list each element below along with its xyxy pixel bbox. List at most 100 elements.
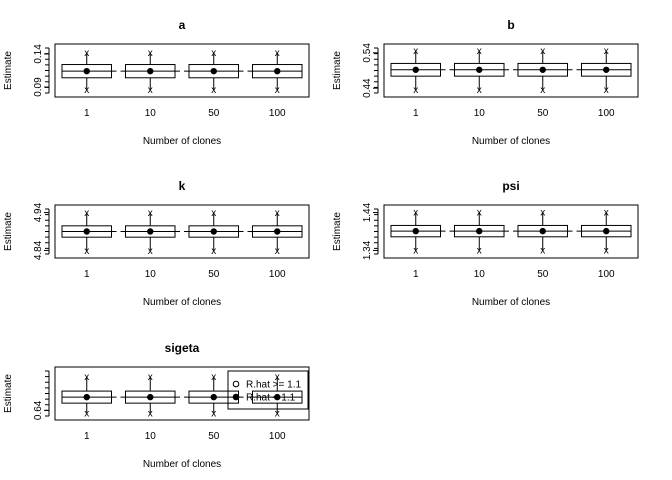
lower-whisker-marker: x — [148, 85, 153, 96]
x-tick-label: 50 — [208, 108, 220, 119]
y-axis-label: Estimate — [332, 212, 343, 251]
upper-whisker-marker: x — [275, 48, 280, 59]
mean-point — [147, 67, 154, 75]
y-tick-label: 0.44 — [362, 78, 373, 98]
box-10: xx — [453, 208, 505, 257]
y-axis-label: Estimate — [3, 51, 14, 90]
box-1: xx — [61, 48, 113, 96]
x-axis-label: Number of clones — [472, 136, 550, 147]
x-tick-label: 100 — [598, 269, 615, 280]
lower-whisker-marker: x — [211, 85, 216, 96]
x-tick-label: 100 — [269, 108, 286, 119]
lower-whisker-marker: x — [477, 246, 482, 257]
box-100: xx — [251, 48, 303, 96]
lower-whisker-marker: x — [413, 246, 418, 257]
x-tick-label: 100 — [269, 269, 286, 280]
x-tick-label: 10 — [474, 269, 486, 280]
y-tick-label: 1.44 — [362, 202, 373, 222]
y-axis-label: Estimate — [332, 51, 343, 90]
x-tick-label: 1 — [84, 269, 90, 280]
box-100: xx — [251, 208, 303, 257]
lower-whisker-marker: x — [413, 85, 418, 96]
mean-point — [412, 66, 419, 73]
x-tick-label: 1 — [84, 108, 90, 119]
upper-whisker-marker: x — [275, 208, 280, 219]
upper-whisker-marker: x — [477, 46, 482, 57]
x-tick-label: 1 — [413, 108, 419, 119]
box-50: xx — [188, 208, 240, 257]
lower-whisker-marker: x — [211, 246, 216, 257]
plot-frame — [383, 43, 639, 98]
upper-whisker-marker: x — [84, 48, 89, 59]
mean-point — [210, 393, 217, 401]
lower-whisker-marker: x — [84, 85, 89, 96]
box-1: xx — [390, 208, 442, 257]
x-tick-label: 50 — [208, 269, 220, 280]
mean-point — [476, 66, 483, 73]
x-axis-label: Number of clones — [143, 459, 221, 470]
legend: R.hat >= 1.1 R.hat < 1.1 — [227, 370, 309, 410]
upper-whisker-marker: x — [84, 208, 89, 219]
panel-a: a Estimate Number of clones 0.09 0.14 1 10 50 10… — [3, 18, 310, 147]
panel-psi: psi Estimate Number of clones 1.34 1.44 1 10 50… — [332, 179, 639, 308]
mean-point — [147, 393, 154, 401]
box-100: xx — [251, 372, 303, 419]
upper-whisker-marker: x — [604, 208, 609, 219]
legend-marker — [232, 380, 240, 388]
box-10: xx — [124, 208, 176, 257]
upper-whisker-marker: x — [211, 48, 216, 59]
box-50: xx — [517, 208, 569, 257]
legend-label: R.hat >= 1.1 — [246, 380, 301, 391]
x-tick-label: 50 — [537, 108, 549, 119]
upper-whisker-marker: x — [148, 208, 153, 219]
mean-point — [539, 66, 546, 73]
box-1: xx — [390, 46, 442, 96]
mean-point — [412, 227, 419, 235]
upper-whisker-marker: x — [540, 208, 545, 219]
upper-whisker-marker: x — [211, 208, 216, 219]
x-tick-label: 10 — [474, 108, 486, 119]
x-tick-label: 1 — [413, 269, 419, 280]
panel-b: b Estimate Number of clones 0.44 0.54 1 10 50 10… — [332, 18, 639, 147]
upper-whisker-marker: x — [604, 46, 609, 57]
panel-title: k — [179, 179, 186, 193]
lower-whisker-marker: x — [275, 246, 280, 257]
mean-point — [83, 67, 90, 75]
x-tick-label: 10 — [145, 108, 157, 119]
lower-whisker-marker: x — [275, 85, 280, 96]
y-tick-label: 0.09 — [33, 77, 44, 97]
box-100: xx — [580, 46, 632, 96]
lower-whisker-marker: x — [148, 408, 153, 419]
upper-whisker-marker: x — [477, 208, 482, 219]
x-tick-label: 10 — [145, 269, 157, 280]
upper-whisker-marker: x — [275, 372, 280, 383]
x-tick-label: 10 — [145, 431, 157, 442]
box-1: xx — [61, 208, 113, 257]
x-axis-label: Number of clones — [143, 136, 221, 147]
legend-marker — [232, 393, 240, 401]
upper-whisker-marker: x — [413, 208, 418, 219]
y-axis-label: Estimate — [3, 212, 14, 251]
mean-point — [147, 228, 154, 235]
panel-k: k Estimate Number of clones 4.84 4.94 1 10 50 10… — [3, 179, 310, 308]
mean-point — [476, 227, 483, 235]
box-50: xx — [188, 372, 240, 419]
lower-whisker-marker: x — [84, 246, 89, 257]
upper-whisker-marker: x — [413, 46, 418, 57]
y-tick-label: 4.84 — [33, 240, 44, 260]
y-tick-label: 0.14 — [33, 44, 44, 64]
lower-whisker-marker: x — [540, 246, 545, 257]
mean-point — [603, 66, 610, 73]
panel-sigeta: sigeta Estimate Number of clones 0.64 1 10 50 1… — [3, 341, 310, 470]
plot-frame — [54, 204, 310, 259]
x-tick-label: 1 — [84, 431, 90, 442]
x-axis-label: Number of clones — [472, 297, 550, 308]
y-axis-label: Estimate — [3, 374, 14, 413]
upper-whisker-marker: x — [148, 48, 153, 59]
plot-frame — [54, 366, 310, 421]
lower-whisker-marker: x — [211, 408, 216, 419]
x-tick-label: 50 — [208, 431, 220, 442]
box-50: xx — [188, 48, 240, 96]
box-10: xx — [453, 46, 505, 96]
